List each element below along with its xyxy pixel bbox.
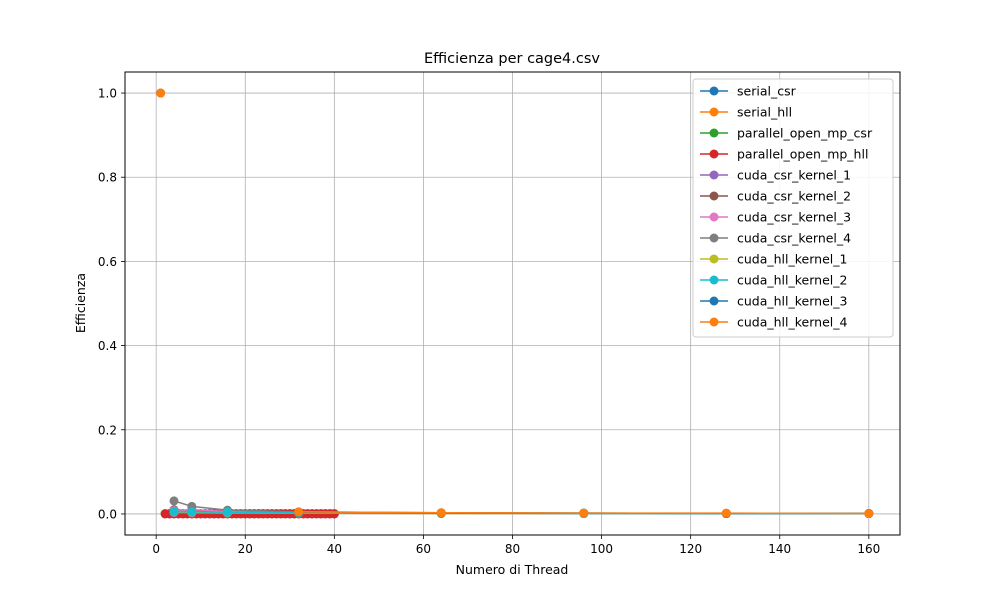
legend-label: cuda_csr_kernel_3	[737, 210, 851, 225]
legend-label: cuda_csr_kernel_4	[737, 231, 851, 246]
x-tick-label: 20	[238, 542, 253, 556]
legend-label: cuda_hll_kernel_2	[737, 273, 847, 288]
legend-label: cuda_csr_kernel_1	[737, 168, 851, 183]
legend-marker	[709, 86, 719, 96]
data-point	[579, 508, 589, 518]
series-cuda_hll_kernel_4	[294, 507, 874, 519]
legend-item: cuda_hll_kernel_1	[700, 252, 847, 267]
legend-item: cuda_hll_kernel_4	[700, 315, 847, 330]
legend-label: cuda_hll_kernel_4	[737, 315, 847, 330]
legend-item: cuda_csr_kernel_4	[700, 231, 851, 246]
y-axis-ticks: 0.0 0.2 0.4 0.6 0.8 1.0	[98, 87, 125, 521]
y-tick-label: 0.2	[98, 423, 117, 437]
y-tick-label: 0.0	[98, 507, 117, 521]
x-tick-label: 160	[857, 542, 880, 556]
legend-item: cuda_hll_kernel_2	[700, 273, 847, 288]
legend-item: cuda_csr_kernel_3	[700, 210, 851, 225]
legend-marker	[709, 254, 719, 264]
legend-item: serial_csr	[700, 84, 797, 99]
y-tick-label: 1.0	[98, 87, 117, 101]
data-point	[864, 509, 874, 519]
legend-item: parallel_open_mp_csr	[700, 126, 873, 141]
data-point	[169, 506, 179, 516]
y-tick-label: 0.4	[98, 339, 117, 353]
x-tick-label: 0	[152, 542, 160, 556]
legend-marker	[709, 149, 719, 159]
legend-item: cuda_hll_kernel_3	[700, 294, 847, 309]
y-tick-label: 0.8	[98, 171, 117, 185]
y-tick-label: 0.6	[98, 255, 117, 269]
legend-label: serial_hll	[737, 105, 792, 120]
x-tick-label: 40	[327, 542, 342, 556]
data-point	[436, 508, 446, 518]
x-tick-label: 60	[416, 542, 431, 556]
legend-item: cuda_csr_kernel_1	[700, 168, 851, 183]
legend-marker	[709, 275, 719, 285]
legend-label: parallel_open_mp_csr	[737, 126, 873, 141]
x-tick-label: 120	[679, 542, 702, 556]
legend-marker	[709, 212, 719, 222]
series-serial_hll	[156, 88, 166, 98]
data-point	[187, 507, 197, 517]
data-point	[156, 88, 166, 98]
x-axis-label: Numero di Thread	[456, 562, 569, 577]
data-point	[222, 507, 232, 517]
data-point	[294, 507, 304, 517]
legend-label: serial_csr	[737, 84, 797, 99]
x-tick-label: 100	[590, 542, 613, 556]
legend-item: serial_hll	[700, 105, 792, 120]
legend-marker	[709, 296, 719, 306]
legend-marker	[709, 191, 719, 201]
legend-item: parallel_open_mp_hll	[700, 147, 868, 162]
legend-marker	[709, 170, 719, 180]
x-axis-ticks: 0 20 40 60 80 100 120 140 160	[152, 535, 880, 556]
legend-label: cuda_hll_kernel_3	[737, 294, 847, 309]
legend-box	[692, 78, 894, 338]
data-point	[169, 496, 179, 506]
legend-marker	[709, 233, 719, 243]
legend-marker	[709, 107, 719, 117]
legend-label: cuda_hll_kernel_1	[737, 252, 847, 267]
x-tick-label: 80	[505, 542, 520, 556]
legend: serial_csr serial_hll parallel_open_mp_csr…	[692, 78, 894, 338]
legend-marker	[709, 128, 719, 138]
series-layer	[156, 88, 874, 519]
legend-marker	[709, 317, 719, 327]
data-point	[721, 508, 731, 518]
legend-label: parallel_open_mp_hll	[737, 147, 868, 162]
x-tick-label: 140	[768, 542, 791, 556]
legend-item: cuda_csr_kernel_2	[700, 189, 851, 204]
y-axis-label: Efficienza	[73, 273, 88, 333]
legend-label: cuda_csr_kernel_2	[737, 189, 851, 204]
chart-title: Efficienza per cage4.csv	[424, 51, 600, 67]
